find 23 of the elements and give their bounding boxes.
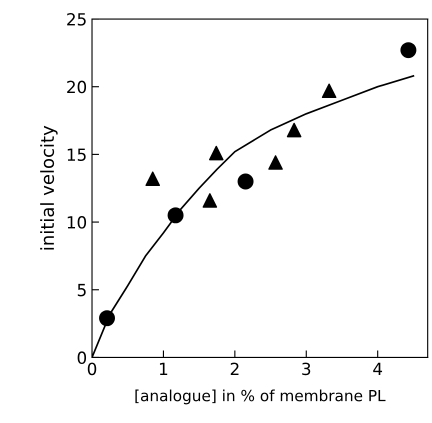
y-tick-label: 25: [67, 12, 86, 26]
x-tick-label: 4: [373, 362, 382, 375]
point: [322, 83, 336, 98]
x-tick-label: 1: [160, 362, 168, 375]
point: [238, 173, 254, 190]
y-axis-title: initial velocity: [40, 126, 58, 250]
y-tick-label: 15: [68, 148, 86, 161]
x-tick-label: 3: [302, 362, 310, 376]
y-tick-label: 20: [67, 80, 86, 94]
point: [202, 193, 218, 208]
point: [286, 122, 302, 138]
x-tick-label: 2: [230, 362, 238, 375]
point: [209, 146, 224, 160]
y-tick-label: 0: [78, 351, 86, 364]
y-tick-label: 5: [78, 284, 86, 296]
y-tick-label: 10: [68, 216, 86, 229]
point: [400, 42, 416, 58]
point: [168, 207, 184, 224]
point: [268, 155, 283, 170]
x-axis-title: [analogue] in % of membrane PL: [135, 390, 386, 404]
point: [99, 310, 115, 326]
point: [145, 171, 160, 186]
x-tick-label: 0: [88, 362, 96, 376]
